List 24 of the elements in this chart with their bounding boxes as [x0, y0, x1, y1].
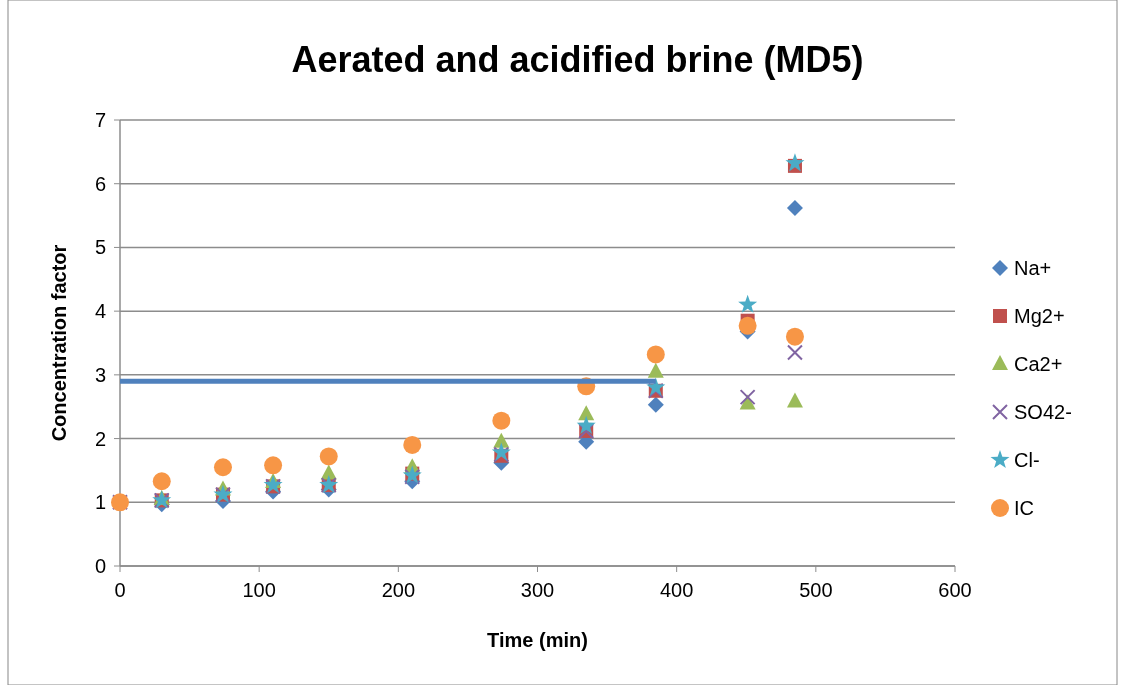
- y-tick-label: 6: [94, 172, 106, 195]
- legend-label: SO42-: [1014, 401, 1072, 423]
- legend-label: Na+: [1014, 257, 1052, 279]
- y-tick-label: 4: [94, 300, 106, 323]
- y-tick-label: 7: [94, 109, 106, 131]
- y-tick-label: 0: [94, 555, 106, 577]
- x-tick-label: 0: [114, 579, 126, 601]
- x-tick-label: 600: [938, 579, 972, 601]
- x-tick-label: 400: [659, 579, 694, 601]
- legend-label: Ca2+: [1014, 353, 1063, 375]
- y-tick-label: 5: [94, 236, 106, 259]
- x-tick-label: 500: [799, 579, 833, 601]
- x-tick-label: 200: [381, 579, 416, 601]
- y-tick-label: 1: [94, 491, 106, 514]
- x-axis-title: Time (min): [487, 629, 588, 651]
- legend-label: Mg2+: [1014, 305, 1065, 327]
- x-tick-label: 100: [242, 579, 276, 601]
- y-tick-label: 3: [94, 363, 106, 386]
- legend-label: Cl-: [1014, 449, 1040, 471]
- legend-label: IC: [1014, 497, 1034, 519]
- y-tick-label: 2: [94, 427, 106, 450]
- x-tick-label: 300: [520, 579, 555, 601]
- chart-title: Aerated and acidified brine (MD5): [291, 39, 864, 80]
- y-axis-title: Concentration factor: [48, 244, 70, 442]
